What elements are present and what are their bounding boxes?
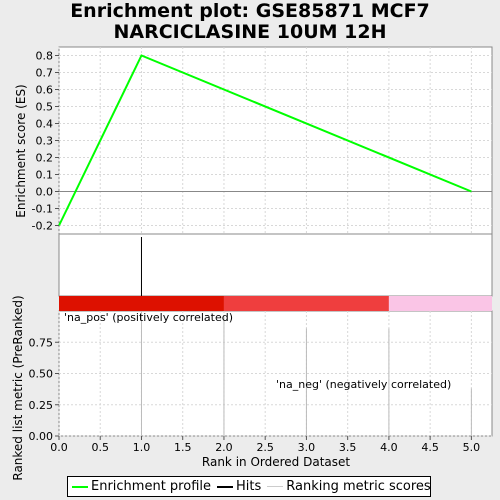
- ranking-tick-label: 0.25: [29, 399, 54, 412]
- ranking-tick-label: 0.00: [29, 430, 54, 443]
- es-tick-label: -0.1: [32, 203, 53, 216]
- ranking-axis-label: Ranked list metric (PreRanked): [11, 295, 25, 480]
- es-tick-label: 0.6: [36, 84, 54, 97]
- pos-correlated-label: 'na_pos' (positively correlated): [64, 311, 233, 324]
- x-tick-label: 4.0: [380, 441, 398, 454]
- title-line-1: Enrichment plot: GSE85871 MCF7: [70, 0, 430, 22]
- legend-swatch-ranking-metric-scores: [267, 486, 284, 487]
- ranking-tick-label: 0.75: [29, 336, 54, 349]
- chart-title: Enrichment plot: GSE85871 MCF7 NARCICLAS…: [0, 1, 500, 43]
- x-tick-label: 1.0: [133, 441, 151, 454]
- es-tick-label: 0.3: [36, 135, 54, 148]
- es-tick-label: 0.2: [36, 152, 54, 165]
- ranking-tick-label: 0.50: [29, 368, 54, 381]
- es-tick-label: 0.5: [36, 101, 54, 114]
- enrichment-profile-line: [58, 54, 472, 226]
- x-tick-label: 5.0: [463, 441, 481, 454]
- correlation-bar-segment: [59, 296, 224, 311]
- x-tick-label: 0.0: [50, 441, 68, 454]
- x-tick-label: 4.5: [421, 441, 439, 454]
- legend: Enrichment profile Hits Ranking metric s…: [67, 476, 431, 497]
- legend-item-ranking-metric-scores: Ranking metric scores: [267, 479, 431, 494]
- x-tick-label: 2.0: [215, 441, 233, 454]
- legend-label-hits: Hits: [236, 479, 262, 494]
- neg-correlated-label: 'na_neg' (negatively correlated): [276, 378, 451, 391]
- legend-swatch-hits: [217, 485, 233, 488]
- correlation-bar-segment: [223, 296, 389, 311]
- x-tick-label: 3.5: [339, 441, 357, 454]
- x-tick-label: 0.5: [91, 441, 109, 454]
- es-axis-label: Enrichment score (ES): [14, 84, 28, 217]
- correlation-bar-segment: [388, 296, 492, 311]
- hits-panel: [58, 233, 493, 297]
- legend-label-enrichment-profile: Enrichment profile: [91, 479, 211, 494]
- x-tick-label: 2.5: [256, 441, 274, 454]
- es-tick-label: 0.8: [36, 50, 54, 63]
- title-line-2: NARCICLASINE 10UM 12H: [113, 21, 387, 43]
- legend-swatch-enrichment-profile: [72, 485, 88, 488]
- es-tick-label: 0.1: [36, 169, 54, 182]
- es-tick-label: 0.7: [36, 67, 54, 80]
- es-tick-label: 0.0: [36, 186, 54, 199]
- x-tick-label: 1.5: [174, 441, 192, 454]
- legend-label-ranking-metric-scores: Ranking metric scores: [286, 479, 431, 494]
- x-tick-label: 3.0: [298, 441, 316, 454]
- legend-item-enrichment-profile: Enrichment profile: [72, 479, 211, 494]
- es-tick-label: -0.2: [32, 220, 53, 233]
- legend-item-hits: Hits: [217, 479, 261, 494]
- x-axis-label: Rank in Ordered Dataset: [202, 455, 350, 469]
- es-tick-label: 0.4: [36, 118, 54, 131]
